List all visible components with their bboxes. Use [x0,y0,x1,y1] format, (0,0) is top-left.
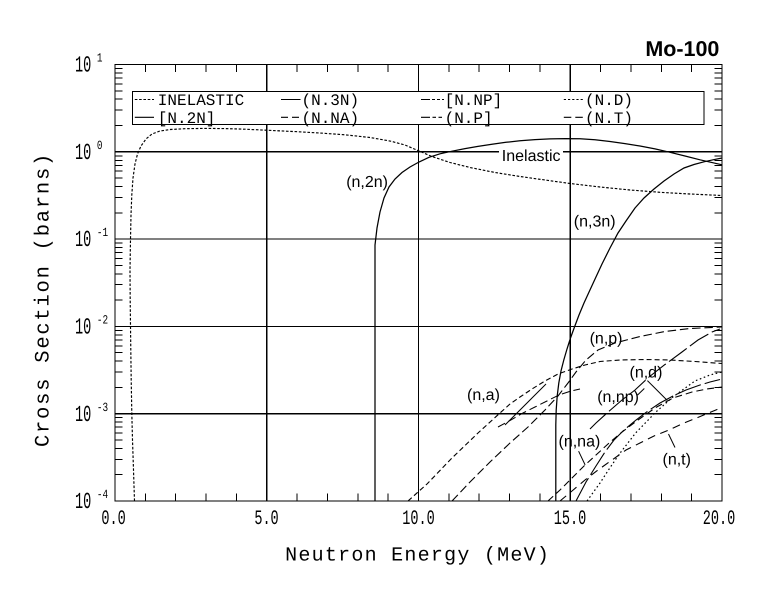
svg-text:0: 0 [97,139,103,153]
svg-text:(n,t): (n,t) [663,451,691,468]
svg-text:(n,d): (n,d) [630,365,663,382]
svg-text:-3: -3 [97,401,108,415]
svg-text:15.0: 15.0 [554,508,586,531]
svg-text:(n,3n): (n,3n) [574,214,616,231]
svg-text:1: 1 [97,52,103,66]
svg-text:(N.D): (N.D) [585,92,633,110]
svg-text:5.0: 5.0 [254,508,278,531]
svg-text:[N.NP]: [N.NP] [445,92,503,110]
svg-text:INELASTIC: INELASTIC [158,92,244,110]
svg-text:Mo-100: Mo-100 [645,37,719,61]
svg-text:(n,a): (n,a) [467,387,500,404]
svg-text:10: 10 [75,140,91,166]
svg-text:10: 10 [75,227,91,253]
svg-text:(n,na): (n,na) [559,434,601,451]
svg-text:(N.P]: (N.P] [445,110,493,128]
svg-text:10.0: 10.0 [402,508,434,531]
svg-text:10: 10 [75,489,91,515]
svg-text:[N.2N]: [N.2N] [158,110,216,128]
svg-text:10: 10 [75,402,91,428]
svg-text:Neutron Energy (MeV): Neutron Energy (MeV) [285,544,550,567]
svg-text:-2: -2 [97,314,108,328]
svg-text:0.0: 0.0 [101,508,125,531]
svg-text:Inelastic: Inelastic [502,148,561,165]
svg-text:(n,np): (n,np) [597,389,639,406]
svg-text:-4: -4 [97,488,108,502]
svg-text:Cross Section (barns): Cross Section (barns) [33,152,56,447]
svg-text:(n,2n): (n,2n) [346,174,388,191]
svg-text:(N.NA): (N.NA) [302,110,360,128]
svg-text:(N.T): (N.T) [585,110,633,128]
svg-text:10: 10 [75,53,91,79]
svg-text:(n,p): (n,p) [590,331,623,348]
svg-text:10: 10 [75,315,91,341]
svg-text:(N.3N): (N.3N) [302,92,360,110]
svg-text:-1: -1 [97,226,108,240]
svg-text:20.0: 20.0 [703,508,735,531]
